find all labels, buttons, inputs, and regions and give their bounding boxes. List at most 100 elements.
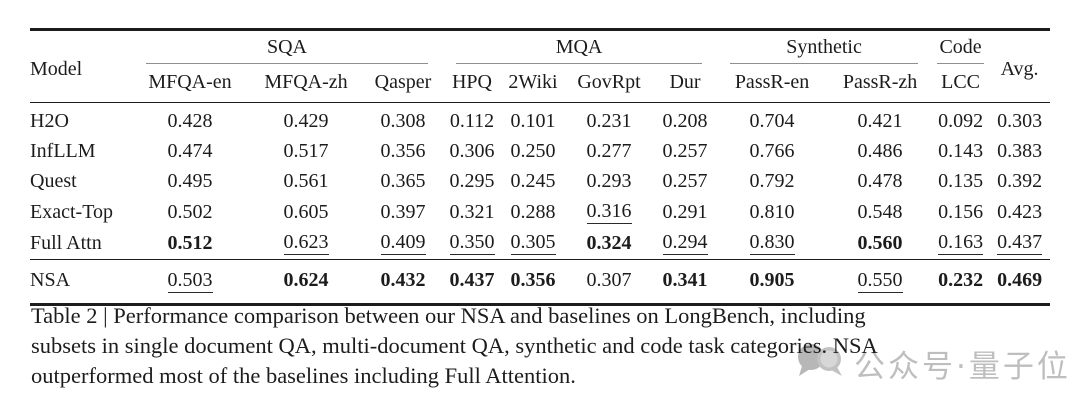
metric-cell: 0.437 [449,269,495,291]
synthetic-group-rule: Synthetic [730,36,919,64]
metric-cell: 0.277 [586,140,632,162]
metric-cell: 0.623 [283,231,329,255]
metric-cell: 0.306 [449,140,495,162]
row-label: Exact-Top [30,200,114,223]
subheader-govrpt: GovRpt [577,71,641,93]
sqa-group-rule: SQA [146,36,428,64]
metric-cell: 0.288 [510,200,556,223]
metric-cell: 0.474 [167,140,213,162]
metric-cell: 0.766 [749,140,795,162]
table-row-exact-top: Exact-Top 0.502 0.605 0.397 0.321 0.288 … [30,197,1050,228]
metric-cell: 0.517 [283,140,329,162]
mqa-group-rule: MQA [456,36,703,64]
subheader-mfqa-zh: MFQA-zh [264,71,348,93]
group-header-code: Code [932,30,989,64]
table-row-nsa: NSA 0.503 0.624 0.432 0.437 0.356 0.307 … [30,259,1050,304]
metric-cell: 0.409 [380,231,426,255]
nsa-body: NSA 0.503 0.624 0.432 0.437 0.356 0.307 … [30,259,1051,304]
metric-cell: 0.365 [380,170,426,192]
row-label: Full Attn [30,231,102,254]
subheader-mfqa-en: MFQA-en [148,71,232,93]
metric-cell: 0.392 [997,170,1043,192]
metric-cell: 0.291 [662,200,708,223]
metric-cell: 0.245 [510,170,556,192]
metric-cell: 0.469 [997,269,1043,291]
metric-cell: 0.293 [586,170,632,192]
metric-cell: 0.231 [586,110,632,132]
metric-cell: 0.163 [938,231,984,255]
subheader-passr-en: PassR-en [734,71,810,93]
group-header-mqa: MQA [442,30,716,64]
table-row-full-attn: Full Attn 0.512 0.623 0.409 0.350 0.305 … [30,228,1050,260]
subheader-qasper: Qasper [374,71,432,93]
metric-cell: 0.135 [938,170,984,192]
metric-cell: 0.156 [938,200,984,223]
subheader-lcc: LCC [941,71,981,93]
metric-cell: 0.143 [938,140,984,162]
metric-cell: 0.561 [283,170,329,192]
metric-cell: 0.305 [510,231,556,255]
metric-cell: 0.905 [749,269,795,291]
metric-cell: 0.303 [997,110,1043,132]
metric-cell: 0.503 [167,268,213,293]
subheader-dur: Dur [669,71,701,93]
metric-cell: 0.208 [662,110,708,132]
metric-cell: 0.502 [167,200,213,223]
metric-cell: 0.294 [662,231,708,255]
group-header-row: Model SQA MQA Synthetic Code Avg. [30,30,1050,80]
metric-cell: 0.316 [586,200,632,224]
caption-line: subsets in single document QA, multi-doc… [31,333,878,358]
metric-cell: 0.308 [380,110,426,132]
row-label: Quest [30,170,77,192]
metric-cell: 0.307 [586,269,632,291]
subheader-hpq: HPQ [451,71,492,93]
metric-cell: 0.429 [283,110,329,132]
metric-cell: 0.478 [857,170,903,192]
metric-cell: 0.437 [997,231,1043,255]
results-table-container: Model SQA MQA Synthetic Code Avg. MFQA-e… [30,28,1051,306]
metric-cell: 0.428 [167,110,213,132]
metric-cell: 0.792 [749,170,795,192]
metric-cell: 0.092 [938,110,984,132]
metric-cell: 0.257 [662,170,708,192]
metric-cell: 0.350 [449,231,495,255]
table-row-quest: Quest 0.495 0.561 0.365 0.295 0.245 0.29… [30,167,1050,197]
baselines-body: H2O 0.428 0.429 0.308 0.112 0.101 0.231 … [30,103,1050,260]
row-label: H2O [30,110,69,132]
metric-cell: 0.232 [938,269,984,291]
watermark: 公众号·量子位 [796,338,1071,389]
table-row-h2o: H2O 0.428 0.429 0.308 0.112 0.101 0.231 … [30,103,1050,137]
caption-line: outperformed most of the baselines inclu… [31,363,576,388]
metric-cell: 0.560 [857,231,903,254]
metric-cell: 0.341 [662,269,708,291]
metric-cell: 0.383 [997,140,1043,162]
metric-cell: 0.830 [749,231,795,255]
group-header-sqa: SQA [132,30,442,64]
column-header-model: Model [30,57,83,80]
metric-cell: 0.432 [380,269,426,291]
watermark-text: 公众号·量子位 [854,349,1071,385]
metric-cell: 0.550 [857,268,903,293]
metric-cell: 0.356 [510,269,556,291]
metric-cell: 0.112 [449,110,495,132]
metric-cell: 0.324 [586,231,632,254]
metric-cell: 0.356 [380,140,426,162]
metric-cell: 0.605 [283,200,329,223]
metric-cell: 0.423 [997,200,1043,223]
metric-cell: 0.250 [510,140,556,162]
metric-cell: 0.257 [662,140,708,162]
metric-cell: 0.101 [510,110,556,132]
metric-cell: 0.704 [749,110,795,132]
metric-cell: 0.495 [167,170,213,192]
metric-cell: 0.421 [857,110,903,132]
results-table: Model SQA MQA Synthetic Code Avg. MFQA-e… [30,28,1051,306]
table-row-infllm: InfLLM 0.474 0.517 0.356 0.306 0.250 0.2… [30,137,1050,167]
code-group-rule: Code [937,36,985,64]
caption-line: Table 2 | Performance comparison between… [31,303,866,328]
metric-cell: 0.321 [449,200,495,223]
metric-cell: 0.486 [857,140,903,162]
column-header-avg: Avg. [1000,57,1039,80]
metric-cell: 0.295 [449,170,495,192]
subheader-2wiki: 2Wiki [508,71,558,93]
metric-cell: 0.548 [857,200,903,223]
